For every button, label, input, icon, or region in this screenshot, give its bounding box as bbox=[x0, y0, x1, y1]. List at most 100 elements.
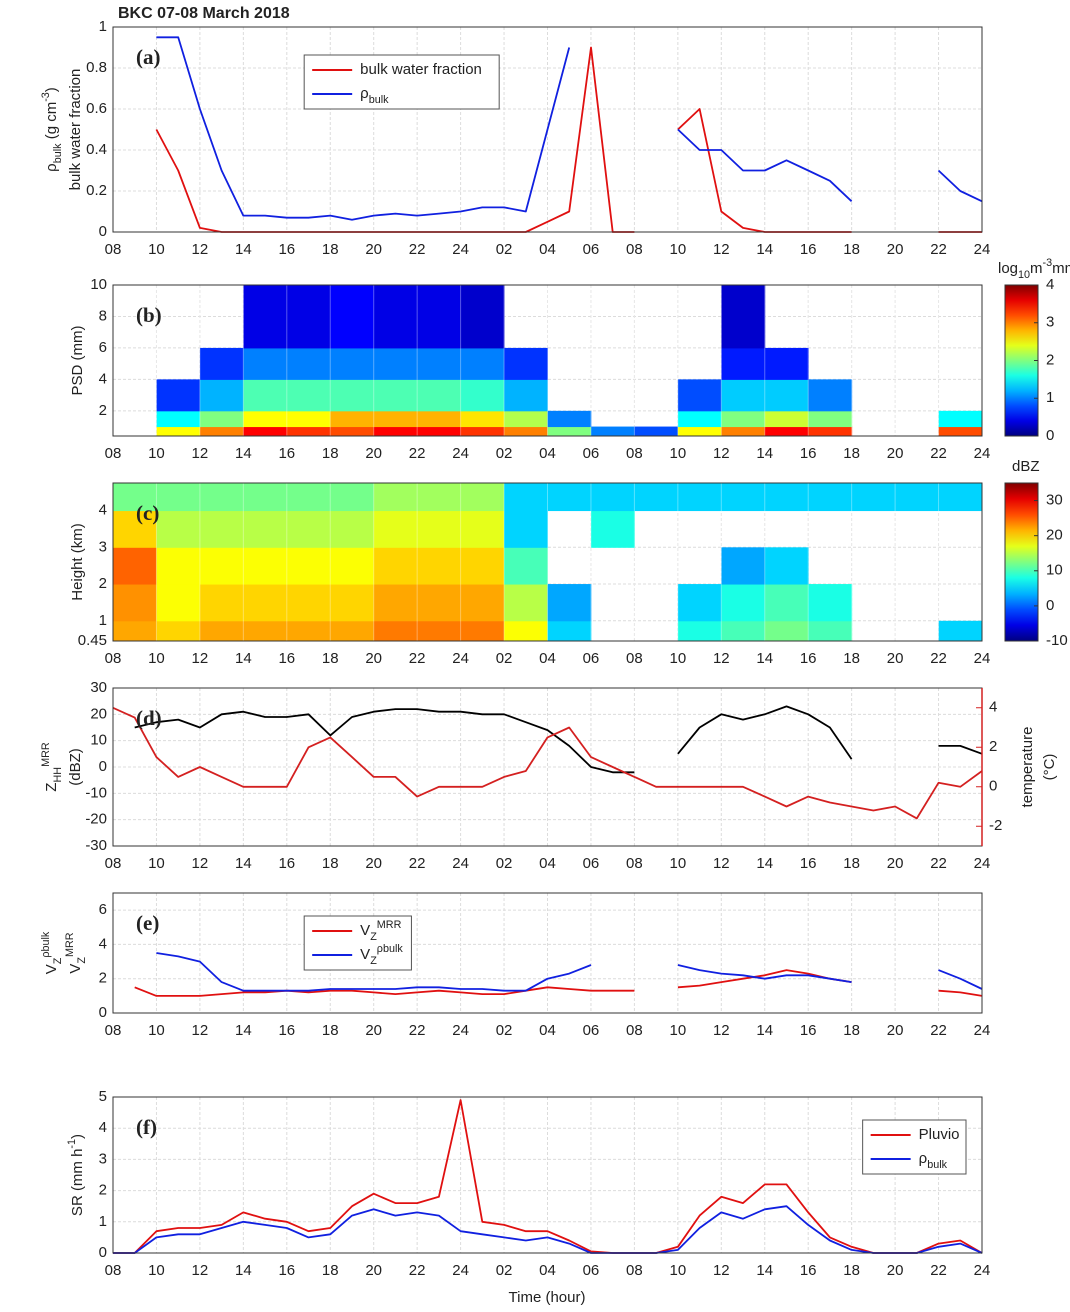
heatmap-cell bbox=[417, 285, 462, 349]
y-tick-label: 4 bbox=[99, 370, 107, 387]
y-axis-label: (dBZ) bbox=[67, 748, 84, 786]
heatmap-cell bbox=[417, 426, 462, 437]
x-tick-label: 08 bbox=[105, 855, 122, 872]
heatmap-cell bbox=[373, 285, 418, 349]
legend-label: VZMRR bbox=[360, 919, 401, 943]
x-tick-label: 10 bbox=[670, 650, 687, 667]
x-tick-label: 22 bbox=[409, 241, 426, 258]
text-part: bulk bbox=[369, 94, 389, 106]
x-tick-label: 16 bbox=[800, 650, 817, 667]
heatmap-cell bbox=[677, 483, 722, 512]
x-tick-label: 06 bbox=[583, 650, 600, 667]
x-tick-label: 12 bbox=[713, 1262, 730, 1279]
colorbar bbox=[1004, 284, 1039, 437]
heatmap-cell bbox=[373, 483, 418, 512]
x-tick-label: 18 bbox=[843, 1262, 860, 1279]
heatmap-cell bbox=[764, 426, 809, 437]
heatmap-cell bbox=[156, 620, 201, 642]
x-tick-label: 04 bbox=[539, 855, 556, 872]
axes-box bbox=[112, 284, 983, 437]
heatmap-cell bbox=[808, 483, 853, 512]
heatmap-cell bbox=[808, 410, 853, 428]
y2-tick-label: 4 bbox=[989, 699, 997, 716]
y-axis-label: bulk water fraction bbox=[67, 69, 84, 191]
panel-label: (f) bbox=[136, 1115, 157, 1139]
heatmap-cell bbox=[460, 483, 505, 512]
x-tick-label: 16 bbox=[278, 650, 295, 667]
x-tick-label: 14 bbox=[756, 1262, 773, 1279]
heatmap-cell bbox=[721, 426, 766, 437]
heatmap-cell bbox=[199, 426, 244, 437]
x-tick-label: 12 bbox=[713, 650, 730, 667]
text-part: V bbox=[360, 946, 370, 963]
x-tick-label: 16 bbox=[278, 1262, 295, 1279]
heatmap-cell bbox=[156, 483, 201, 512]
text-part: -1 bbox=[66, 1139, 78, 1149]
x-tick-label: 10 bbox=[148, 855, 165, 872]
text-part: dBZ bbox=[1012, 458, 1040, 475]
x-tick-label: 16 bbox=[800, 1022, 817, 1039]
heatmap-cell bbox=[199, 483, 244, 512]
legend-label: VZρbulk bbox=[360, 943, 403, 967]
heatmap-cell bbox=[504, 584, 548, 622]
x-tick-label: 12 bbox=[713, 445, 730, 462]
x-tick-label: 12 bbox=[192, 241, 209, 258]
x-tick-label: 20 bbox=[887, 855, 904, 872]
heatmap-cell bbox=[286, 620, 331, 642]
heatmap-cell bbox=[330, 410, 375, 428]
x-tick-label: 16 bbox=[800, 855, 817, 872]
colorbar-tick-label: 2 bbox=[1046, 351, 1054, 368]
x-tick-label: 20 bbox=[887, 1022, 904, 1039]
legend-box bbox=[862, 1119, 967, 1175]
x-tick-label: 18 bbox=[843, 1022, 860, 1039]
heatmap-cell bbox=[113, 547, 157, 585]
heatmap-cell bbox=[156, 510, 201, 548]
colorbar-tick-label: 3 bbox=[1046, 314, 1054, 331]
text-part: Z bbox=[370, 955, 377, 967]
text-part: temperature bbox=[1019, 727, 1036, 808]
x-tick-label: 18 bbox=[322, 241, 339, 258]
text-part: V bbox=[67, 964, 84, 974]
y-axis-label: ρbulk (g cm-3) bbox=[40, 87, 64, 172]
x-tick-label: 06 bbox=[583, 855, 600, 872]
x-tick-label: 24 bbox=[974, 650, 991, 667]
y2-axis-label: (°C) bbox=[1041, 754, 1058, 781]
y-tick-label: 30 bbox=[90, 679, 107, 696]
heatmap-cell bbox=[199, 547, 244, 585]
heatmap-cell bbox=[764, 584, 809, 622]
text-part: bulk water fraction bbox=[360, 61, 482, 78]
heatmap-cell bbox=[808, 379, 853, 412]
heatmap-cell bbox=[677, 426, 722, 437]
heatmap-cell bbox=[721, 285, 766, 349]
y-tick-label: 0 bbox=[99, 1004, 107, 1021]
heatmap-cell bbox=[373, 410, 418, 428]
colorbar-tick-label: -10 bbox=[1046, 632, 1068, 649]
heatmap-cell bbox=[286, 584, 331, 622]
x-tick-label: 20 bbox=[365, 445, 382, 462]
y-tick-label: 1 bbox=[99, 18, 107, 35]
panel-label: (d) bbox=[136, 706, 162, 730]
data-line bbox=[156, 952, 983, 992]
heatmap-cell bbox=[938, 410, 983, 428]
x-tick-label: 10 bbox=[670, 1262, 687, 1279]
heatmap-cell bbox=[504, 347, 548, 380]
x-tick-label: 14 bbox=[235, 650, 252, 667]
text-part: bulk bbox=[927, 1159, 947, 1171]
heatmap-cell bbox=[286, 379, 331, 412]
heatmap-cell bbox=[547, 426, 592, 437]
x-tick-label: 18 bbox=[843, 445, 860, 462]
y-tick-label: 0 bbox=[99, 223, 107, 240]
text-part: (dBZ) bbox=[67, 748, 84, 786]
heatmap-cell bbox=[243, 547, 288, 585]
text-part: 10 bbox=[1018, 269, 1030, 281]
x-tick-label: 02 bbox=[496, 445, 513, 462]
x-tick-label: 08 bbox=[626, 855, 643, 872]
y-tick-label: 0.8 bbox=[86, 59, 107, 76]
y-tick-label: 10 bbox=[90, 276, 107, 293]
colorbar-label: dBZ bbox=[1012, 458, 1040, 475]
legend-label: ρbulk bbox=[919, 1150, 948, 1171]
heatmap-cell bbox=[373, 379, 418, 412]
x-tick-label: 16 bbox=[278, 445, 295, 462]
